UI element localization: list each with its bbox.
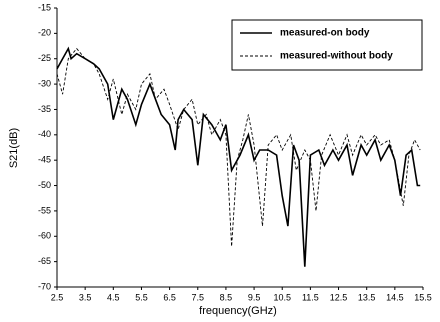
y-tick-label: -20 [38, 28, 51, 38]
y-tick-label: -50 [38, 180, 51, 190]
y-tick-label: -45 [38, 155, 51, 165]
series-line [56, 46, 421, 267]
x-tick-label: 4.5 [107, 292, 120, 302]
x-axis-label: frequency(GHz) [199, 305, 277, 317]
y-tick-label: -30 [38, 78, 51, 88]
y-tick-label: -35 [38, 104, 51, 114]
x-tick-label: 11.5 [302, 292, 319, 302]
x-tick-label: 7.5 [192, 292, 205, 302]
x-tick-label: 6.5 [163, 292, 176, 302]
x-tick-label: 10.5 [273, 292, 291, 302]
x-tick-label: 9.5 [248, 292, 261, 302]
x-tick-label: 13.5 [358, 292, 376, 302]
y-tick-label: -40 [38, 129, 51, 139]
x-tick-label: 15.5 [414, 292, 432, 302]
y-tick-label: -65 [38, 256, 51, 266]
x-tick-label: 2.5 [51, 292, 64, 302]
y-tick-label: -15 [38, 2, 51, 12]
y-axis-label: S21(dB) [8, 128, 20, 168]
x-tick-label: 14.5 [386, 292, 404, 302]
x-tick-label: 8.5 [220, 292, 233, 302]
legend-label: measured-without body [280, 51, 393, 62]
legend-box [231, 19, 423, 71]
x-tick-label: 5.5 [135, 292, 148, 302]
y-tick-label: -25 [38, 53, 51, 63]
x-tick-label: 12.5 [330, 292, 348, 302]
y-tick-label: -55 [38, 205, 51, 215]
y-tick-label: -60 [38, 231, 51, 241]
series-line [56, 47, 421, 247]
legend-label: measured-on body [280, 28, 370, 39]
y-tick-label: -70 [38, 281, 51, 291]
x-tick-label: 3.5 [79, 292, 92, 302]
